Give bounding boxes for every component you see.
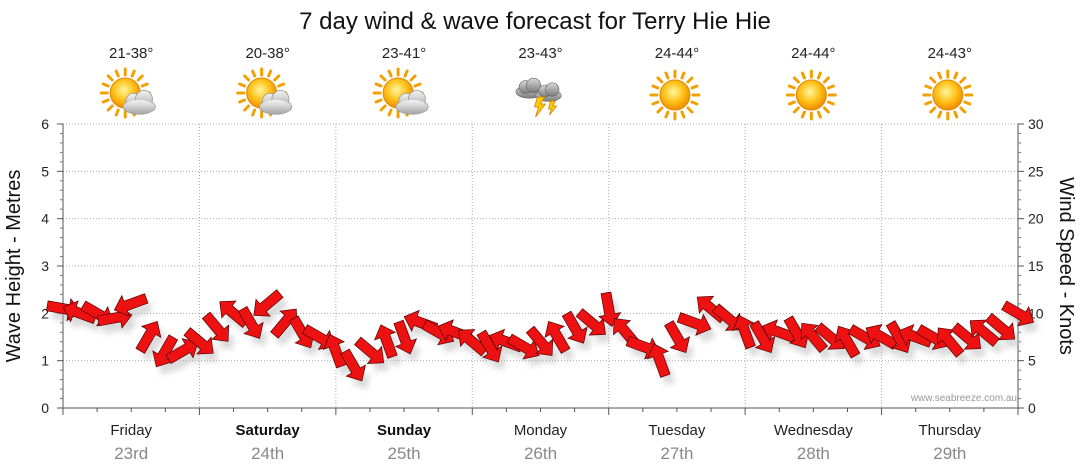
y-left-tick-label: 2 xyxy=(41,305,49,321)
wind-arrow xyxy=(950,322,982,350)
wind-arrow xyxy=(165,338,199,365)
wind-arrow xyxy=(969,319,1000,347)
sunny-icon xyxy=(649,69,701,121)
day-date-label: 26th xyxy=(524,444,557,463)
day-temp-range: 23-41° xyxy=(382,45,426,62)
wind-arrow-shadow xyxy=(140,329,166,362)
partly-cloudy-icon xyxy=(99,67,156,119)
sunny-icon xyxy=(785,69,837,121)
y-left-tick-label: 6 xyxy=(41,116,49,132)
day-temp-range: 20-38° xyxy=(245,45,289,62)
day-date-label: 25th xyxy=(388,444,421,463)
wind-arrow xyxy=(575,308,606,336)
y-right-tick-label: 25 xyxy=(1028,163,1044,179)
y-right-tick-label: 15 xyxy=(1028,258,1044,274)
partly-cloudy-icon xyxy=(236,67,293,119)
y-right-axis-label: Wind Speed - Knots xyxy=(1055,177,1077,355)
wind-arrow xyxy=(152,334,179,368)
day-date-label: 28th xyxy=(797,444,830,463)
y-right-tick-label: 0 xyxy=(1028,400,1036,416)
sunny-icon xyxy=(922,69,974,121)
day-date-label: 27th xyxy=(660,444,693,463)
y-left-tick-label: 4 xyxy=(41,211,49,227)
chart-title: 7 day wind & wave forecast for Terry Hie… xyxy=(299,8,771,35)
y-left-axis-label: Wave Height - Metres xyxy=(3,170,25,363)
day-name-label: Thursday xyxy=(919,422,982,439)
wind-arrow xyxy=(834,325,861,359)
wind-arrow xyxy=(544,320,571,354)
wind-arrow xyxy=(525,325,554,356)
wind-arrow xyxy=(135,320,162,354)
wind-arrow xyxy=(1001,300,1035,327)
wind-arrow-shadow xyxy=(258,297,289,325)
credit-text: www.seabreeze.com.au xyxy=(910,393,1017,404)
day-name-label: Friday xyxy=(110,422,152,439)
day-date-label: 23rd xyxy=(114,444,148,463)
wind-arrow xyxy=(937,327,965,358)
day-temp-range: 23-43° xyxy=(518,45,562,62)
y-left-tick-label: 5 xyxy=(41,163,49,179)
y-right-tick-label: 5 xyxy=(1028,353,1036,369)
y-left-tick-label: 1 xyxy=(41,353,49,369)
wind-arrow xyxy=(646,343,671,378)
wind-arrow xyxy=(598,291,622,327)
y-left-tick-label: 0 xyxy=(41,400,49,416)
y-left-tick-label: 3 xyxy=(41,258,49,274)
day-name-label: Saturday xyxy=(236,422,301,439)
wind-arrow xyxy=(183,327,214,355)
partly-cloudy-icon xyxy=(372,67,429,119)
wind-arrow xyxy=(664,320,690,354)
thunderstorm-icon xyxy=(515,77,562,118)
day-temp-range: 21-38° xyxy=(109,45,153,62)
wind-arrow xyxy=(561,310,588,344)
wind-arrow xyxy=(201,311,230,342)
day-name-label: Monday xyxy=(514,422,568,439)
y-right-tick-label: 30 xyxy=(1028,116,1044,132)
wind-arrow xyxy=(506,333,540,360)
y-right-tick-label: 20 xyxy=(1028,211,1044,227)
day-temp-range: 24-44° xyxy=(791,45,835,62)
day-name-label: Sunday xyxy=(377,422,432,439)
day-temp-range: 24-43° xyxy=(928,45,972,62)
day-date-label: 24th xyxy=(251,444,284,463)
wind-arrow xyxy=(374,324,398,359)
wind-arrow xyxy=(800,322,828,353)
wind-arrow xyxy=(340,348,366,382)
wind-arrow xyxy=(253,289,284,317)
wind-arrow xyxy=(113,293,149,317)
wind-arrow xyxy=(354,336,385,364)
day-date-label: 29th xyxy=(933,444,966,463)
wind-arrow xyxy=(393,319,418,355)
wind-arrow xyxy=(984,312,1016,341)
wind-arrow-shadow xyxy=(171,346,203,372)
day-name-label: Wednesday xyxy=(774,422,853,439)
day-name-label: Tuesday xyxy=(648,422,705,439)
wind-arrow xyxy=(676,312,712,336)
wind-arrow xyxy=(237,305,264,339)
day-temp-range: 24-44° xyxy=(655,45,699,62)
wind-arrow xyxy=(732,314,756,350)
